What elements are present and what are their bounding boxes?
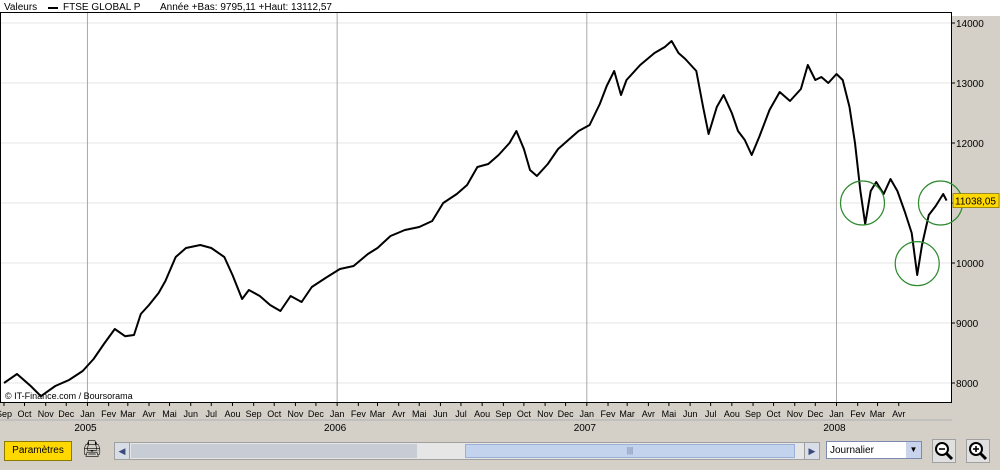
y-tick-label: 8000	[956, 379, 979, 390]
month-tick-label: Fev	[601, 409, 617, 419]
month-tick-label: Aou	[474, 409, 490, 419]
month-tick-label: Sep	[0, 409, 12, 419]
price-chart: 80009000100001100012000130001400011038,0…	[0, 12, 1000, 434]
month-tick-label: Oct	[267, 409, 282, 419]
last-value-label: 11038,05	[955, 197, 996, 208]
chevron-down-icon[interactable]: ▼	[906, 442, 921, 458]
month-tick-label: Jan	[580, 409, 595, 419]
scroll-left-arrow[interactable]: ◀	[115, 443, 130, 459]
series-name: FTSE GLOBAL P	[63, 2, 141, 13]
month-tick-label: Sep	[495, 409, 511, 419]
bottom-toolbar: Paramètres 🖨 ◀ ||| ▶ Journalier ▼	[0, 437, 1000, 470]
zoom-in-icon[interactable]	[966, 439, 990, 463]
year-separators	[86, 13, 837, 402]
month-tick-label: Fev	[850, 409, 866, 419]
year-tick-label: 2006	[324, 423, 347, 434]
magnifier-minus-graphic	[935, 442, 954, 461]
scroll-range-background	[131, 444, 417, 458]
month-tick-label: Dec	[58, 409, 75, 419]
scroll-right-arrow[interactable]: ▶	[804, 443, 819, 459]
month-tick-label: Mar	[120, 409, 136, 419]
year-tick-label: 2007	[574, 423, 597, 434]
month-tick-label: Avr	[642, 409, 655, 419]
month-tick-label: Sep	[745, 409, 761, 419]
highlight-circle	[839, 180, 886, 226]
month-tick-label: Nov	[787, 409, 804, 419]
y-tick-label: 12000	[956, 139, 984, 150]
y-tick-label: 14000	[956, 19, 984, 30]
parameters-button[interactable]: Paramètres	[4, 441, 72, 461]
y-axis: 80009000100001100012000130001400011038,0…	[951, 19, 1000, 390]
month-tick-label: Jun	[683, 409, 698, 419]
last-value-badge	[952, 193, 1000, 209]
scroll-thumb[interactable]: |||	[465, 444, 795, 458]
month-tick-label: Dec	[558, 409, 575, 419]
range-stats: Année +Bas: 9795,11 +Haut: 13112,57	[160, 2, 332, 13]
month-tick-label: Fev	[101, 409, 117, 419]
period-select[interactable]: Journalier ▼	[826, 441, 922, 459]
time-scrollbar[interactable]: ◀ ||| ▶	[114, 442, 820, 460]
month-tick-label: Mar	[619, 409, 635, 419]
month-tick-label: Mar	[870, 409, 886, 419]
month-tick-label: Oct	[18, 409, 33, 419]
month-tick-label: Avr	[892, 409, 905, 419]
month-tick-label: Nov	[287, 409, 304, 419]
plot-border	[0, 12, 952, 403]
month-tick-label: Jun	[433, 409, 448, 419]
header-label: Valeurs	[4, 2, 38, 13]
legend-line-swatch	[48, 7, 58, 9]
month-tick-label: Jan	[330, 409, 345, 419]
month-tick-label: Aou	[224, 409, 240, 419]
month-tick-label: Avr	[142, 409, 155, 419]
month-tick-label: Jul	[455, 409, 467, 419]
y-tick-label: 10000	[956, 259, 984, 270]
period-value: Journalier	[830, 445, 874, 456]
y-tick-label: 13000	[956, 79, 984, 90]
month-tick-label: Oct	[517, 409, 532, 419]
month-tick-label: Mai	[662, 409, 677, 419]
month-tick-label: Dec	[308, 409, 325, 419]
zoom-out-icon[interactable]	[932, 439, 956, 463]
month-tick-label: Mar	[370, 409, 386, 419]
month-tick-label: Sep	[246, 409, 262, 419]
month-tick-label: Jul	[705, 409, 717, 419]
month-tick-label: Dec	[807, 409, 824, 419]
year-tick-label: 2008	[823, 423, 846, 434]
month-tick-label: Jul	[206, 409, 218, 419]
month-tick-label: Nov	[537, 409, 554, 419]
x-axis: SepOctNovDecJanFevMarAvrMaiJunJulAouSepO…	[0, 402, 952, 434]
month-tick-label: Aou	[724, 409, 740, 419]
y-gridlines	[1, 22, 951, 384]
y-tick-label: 9000	[956, 319, 979, 330]
price-series-line	[3, 40, 948, 398]
magnifier-plus-graphic	[969, 442, 988, 461]
month-tick-label: Fev	[351, 409, 367, 419]
highlight-circle	[894, 241, 940, 287]
printer-icon[interactable]: 🖨	[82, 441, 103, 458]
month-tick-label: Oct	[767, 409, 782, 419]
month-tick-label: Jan	[829, 409, 844, 419]
watermark: © IT-Finance.com / Boursorama	[5, 391, 133, 401]
year-tick-label: 2005	[74, 423, 97, 434]
plot-background	[0, 12, 952, 403]
month-tick-label: Jun	[183, 409, 198, 419]
month-tick-label: Mai	[162, 409, 177, 419]
month-tick-label: Nov	[38, 409, 55, 419]
month-tick-label: Mai	[412, 409, 427, 419]
month-tick-label: Avr	[392, 409, 405, 419]
month-tick-label: Jan	[80, 409, 95, 419]
